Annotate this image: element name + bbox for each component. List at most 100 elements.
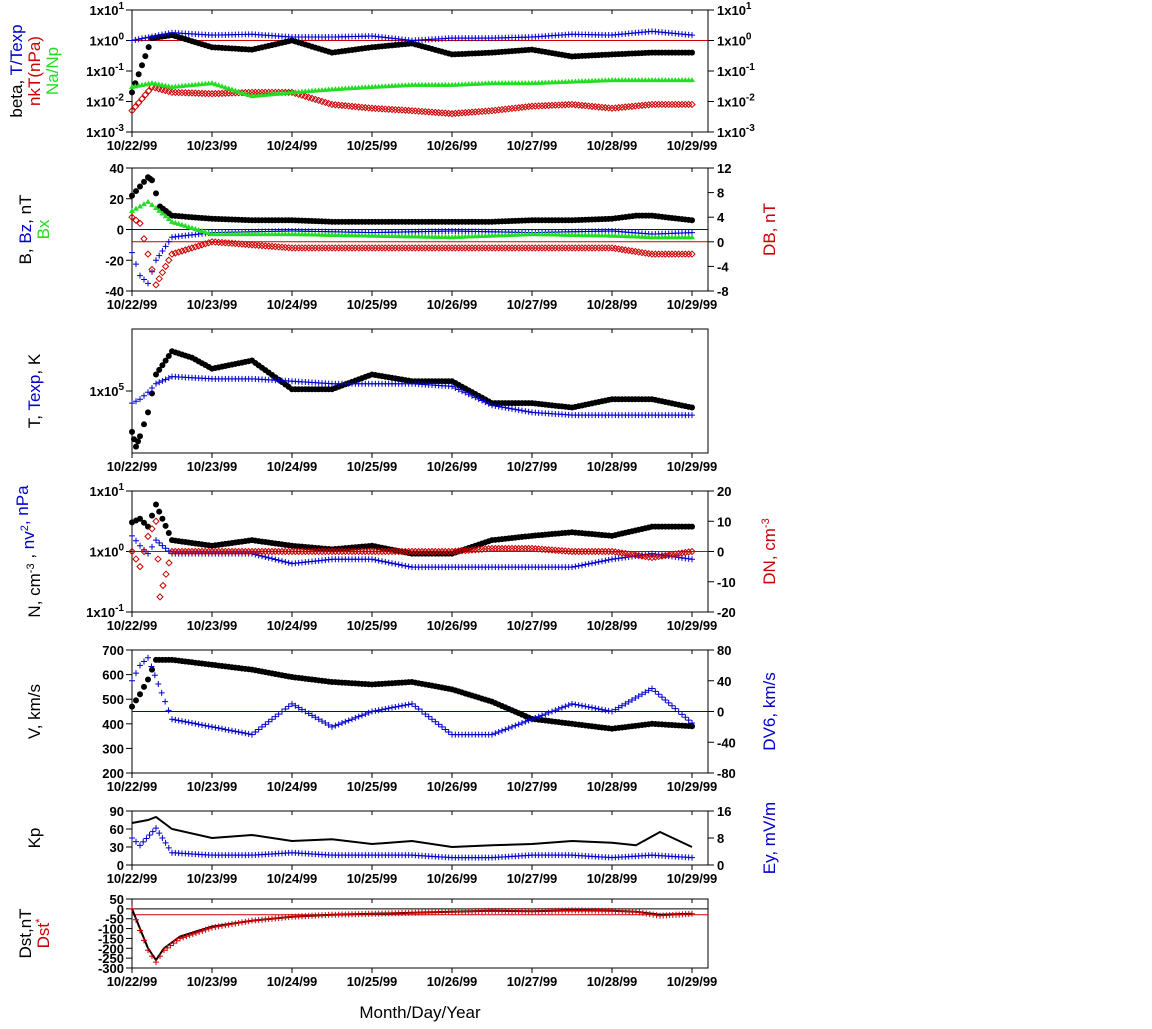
data-point bbox=[454, 109, 463, 117]
panel-frame bbox=[131, 328, 709, 454]
data-point bbox=[165, 707, 172, 714]
data-point bbox=[133, 537, 139, 544]
data-point bbox=[143, 835, 150, 842]
data-point bbox=[149, 201, 155, 207]
right-tick-label: 8 bbox=[717, 831, 724, 846]
data-point bbox=[149, 33, 155, 40]
data-point bbox=[504, 105, 513, 113]
data-point bbox=[179, 718, 185, 725]
right-tick-label: 1x10-3 bbox=[717, 123, 755, 140]
data-point bbox=[162, 357, 169, 364]
data-point bbox=[515, 721, 522, 728]
data-point bbox=[618, 103, 626, 112]
data-point bbox=[589, 560, 595, 567]
data-point bbox=[425, 713, 432, 720]
data-point bbox=[611, 104, 620, 112]
series-beta bbox=[129, 32, 695, 96]
data-point bbox=[636, 909, 643, 916]
right-tick-label: 0 bbox=[717, 858, 724, 873]
data-point bbox=[242, 918, 249, 925]
data-point bbox=[205, 723, 212, 730]
data-point bbox=[132, 36, 139, 43]
data-point bbox=[159, 362, 166, 369]
data-point bbox=[191, 243, 200, 251]
data-point bbox=[322, 720, 329, 727]
left-tick-label: 1x101 bbox=[90, 1, 125, 18]
date-tick-label: 10/26/99 bbox=[427, 779, 478, 794]
data-point bbox=[134, 99, 143, 107]
data-point bbox=[471, 546, 480, 554]
left-axis-label: Na/Np bbox=[43, 47, 62, 95]
data-point bbox=[195, 227, 202, 233]
data-point bbox=[199, 721, 205, 728]
data-point bbox=[282, 558, 289, 565]
data-point bbox=[133, 398, 139, 405]
data-point bbox=[165, 216, 172, 222]
data-point bbox=[379, 558, 385, 565]
data-point bbox=[245, 92, 252, 98]
data-point bbox=[129, 37, 135, 44]
data-point bbox=[129, 400, 135, 407]
data-point bbox=[168, 250, 176, 258]
data-point bbox=[141, 937, 147, 944]
data-point bbox=[515, 407, 522, 414]
data-point bbox=[259, 723, 265, 730]
data-point bbox=[439, 723, 445, 730]
data-point bbox=[165, 375, 172, 382]
data-point bbox=[153, 380, 159, 387]
data-point bbox=[689, 723, 695, 730]
data-point bbox=[162, 376, 169, 383]
left-axis-label: nkT(nPa) bbox=[25, 36, 44, 106]
data-point bbox=[525, 408, 532, 415]
data-point bbox=[145, 44, 152, 51]
data-point bbox=[521, 103, 530, 111]
date-tick-label: 10/28/99 bbox=[587, 297, 638, 312]
series-nktnpa bbox=[128, 83, 696, 118]
data-point bbox=[215, 923, 222, 930]
left-tick-label: 1x101 bbox=[90, 482, 125, 499]
data-point bbox=[180, 934, 187, 941]
date-tick-label: 10/24/99 bbox=[267, 779, 318, 794]
data-point bbox=[502, 404, 509, 411]
data-point bbox=[161, 947, 167, 954]
data-point bbox=[137, 396, 143, 403]
data-point bbox=[622, 700, 629, 707]
data-point bbox=[402, 702, 409, 709]
data-point bbox=[165, 238, 172, 245]
date-tick-label: 10/24/99 bbox=[267, 138, 318, 153]
data-point bbox=[412, 703, 419, 710]
data-point bbox=[442, 726, 449, 733]
data-point bbox=[579, 562, 585, 569]
data-point bbox=[165, 256, 173, 264]
data-point bbox=[489, 402, 495, 409]
data-point bbox=[451, 109, 460, 118]
data-point bbox=[658, 552, 666, 560]
data-point bbox=[542, 711, 549, 718]
data-point bbox=[169, 716, 175, 723]
left-tick-label: 0 bbox=[117, 902, 124, 917]
data-point bbox=[178, 247, 186, 255]
data-point bbox=[382, 558, 389, 565]
data-point bbox=[349, 716, 355, 723]
data-point bbox=[369, 708, 375, 715]
data-point bbox=[285, 703, 292, 710]
data-point bbox=[269, 716, 275, 723]
data-point bbox=[455, 386, 462, 393]
data-point bbox=[544, 101, 553, 110]
data-point bbox=[141, 276, 147, 283]
data-point bbox=[131, 103, 140, 111]
data-point bbox=[215, 725, 222, 732]
data-point bbox=[505, 405, 512, 412]
data-point bbox=[162, 545, 169, 552]
data-point bbox=[395, 703, 402, 710]
data-point bbox=[468, 108, 476, 116]
data-point bbox=[262, 721, 269, 728]
data-point bbox=[149, 390, 155, 397]
panel-dens: 1x101 1x100 1x10-1 20 10 0 -10 -20 10/22/99 10/23… bbox=[13, 482, 779, 633]
date-tick-label: 10/25/99 bbox=[347, 871, 398, 886]
data-point bbox=[512, 722, 519, 729]
data-point bbox=[602, 557, 609, 564]
data-point bbox=[531, 102, 540, 110]
data-point bbox=[145, 280, 151, 287]
data-point bbox=[235, 729, 242, 735]
